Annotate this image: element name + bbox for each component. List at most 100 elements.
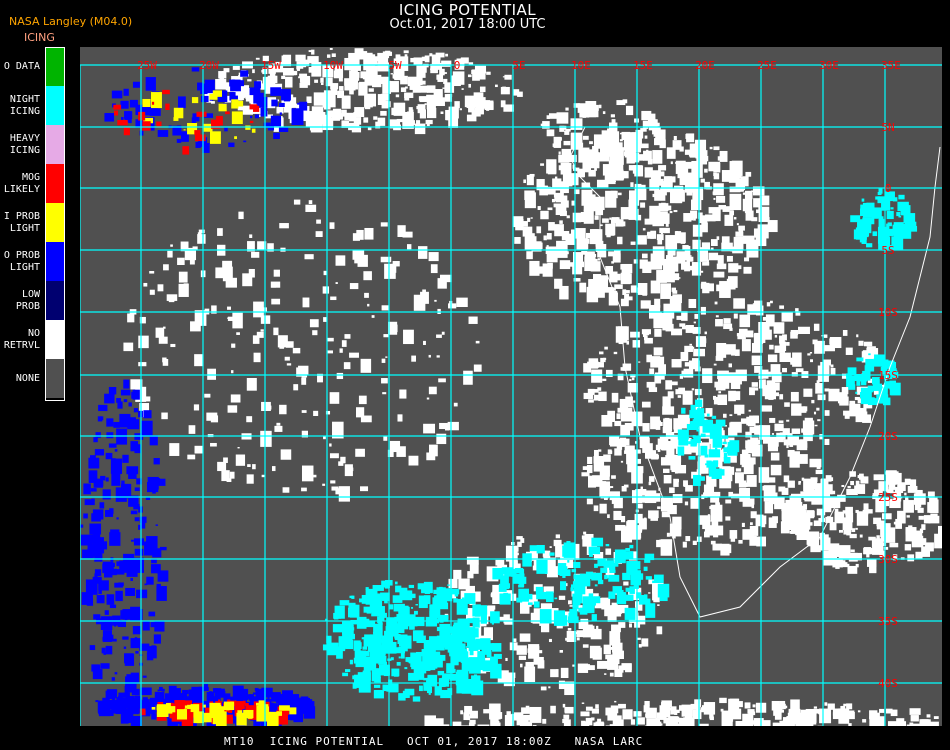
light-icing-region xyxy=(155,478,166,486)
cloud-region xyxy=(640,202,646,208)
night-icing-region xyxy=(366,610,372,614)
cloud-region xyxy=(308,200,313,205)
cloud-region xyxy=(730,708,742,720)
cloud-region xyxy=(375,121,381,129)
cloud-region xyxy=(566,251,569,255)
cloud-region xyxy=(632,132,639,137)
cloud-region xyxy=(538,269,544,274)
cloud-region xyxy=(130,379,143,390)
cloud-region xyxy=(495,559,505,566)
cloud-region xyxy=(572,264,583,275)
night-icing-region xyxy=(465,622,470,627)
legend-label-line: LIGHT xyxy=(9,222,40,234)
cloud-region xyxy=(163,326,166,329)
probable-light-icing-region xyxy=(151,92,162,109)
light-icing-region xyxy=(100,475,106,481)
cloud-region xyxy=(486,108,490,111)
cloud-region xyxy=(604,661,608,664)
light-icing-region xyxy=(132,389,140,400)
longitude-label: 15E xyxy=(633,59,653,72)
map-background xyxy=(80,47,944,726)
cloud-region xyxy=(543,586,554,593)
cloud-region xyxy=(771,364,775,367)
cloud-region xyxy=(180,241,189,252)
cloud-region xyxy=(485,606,495,617)
cloud-region xyxy=(733,313,738,319)
light-icing-region xyxy=(116,561,122,567)
cloud-region xyxy=(336,372,344,380)
cloud-region xyxy=(719,474,732,489)
cloud-region xyxy=(582,135,589,140)
probable-light-icing-region xyxy=(236,712,247,726)
cloud-region xyxy=(664,211,668,217)
night-icing-region xyxy=(702,419,714,433)
moderate-icing-region xyxy=(162,89,170,95)
cloud-region xyxy=(616,413,621,420)
cloud-region xyxy=(768,517,777,528)
light-icing-region xyxy=(134,517,140,522)
cloud-region xyxy=(611,475,616,479)
cloud-region xyxy=(630,331,640,338)
night-icing-region xyxy=(361,594,371,604)
cloud-region xyxy=(631,377,635,381)
night-icing-region xyxy=(341,621,354,635)
cloud-region xyxy=(527,648,532,653)
legend-item: O DATA xyxy=(0,47,66,86)
cloud-region xyxy=(717,255,724,264)
cloud-region xyxy=(821,370,829,377)
night-icing-region xyxy=(570,587,574,592)
cloud-region xyxy=(841,705,846,710)
cloud-region xyxy=(929,499,939,514)
cloud-region xyxy=(560,200,569,208)
cloud-region xyxy=(704,168,708,173)
cloud-region xyxy=(609,122,618,134)
light-icing-region xyxy=(110,458,123,474)
cloud-region xyxy=(847,565,858,574)
light-icing-region xyxy=(130,715,142,726)
cloud-region xyxy=(649,205,661,220)
cloud-region xyxy=(614,700,617,703)
light-icing-region xyxy=(128,402,132,407)
cloud-region xyxy=(670,434,679,446)
night-icing-region xyxy=(398,693,406,701)
light-icing-region xyxy=(87,548,97,557)
night-icing-region xyxy=(622,572,631,581)
light-icing-region xyxy=(131,561,135,565)
night-icing-region xyxy=(847,367,857,376)
cloud-region xyxy=(813,520,822,527)
light-icing-region xyxy=(279,696,292,712)
cloud-region xyxy=(644,700,650,706)
cloud-region xyxy=(704,181,710,190)
cloud-region xyxy=(582,624,593,638)
light-icing-region xyxy=(261,687,273,694)
cloud-region xyxy=(697,456,710,463)
cloud-region xyxy=(533,656,544,665)
cloud-region xyxy=(925,542,934,549)
cloud-region xyxy=(207,368,217,380)
night-icing-region xyxy=(621,551,634,560)
cloud-region xyxy=(786,342,790,346)
night-icing-region xyxy=(723,457,731,464)
cloud-region xyxy=(841,387,849,395)
cloud-region xyxy=(383,436,388,441)
cloud-region xyxy=(489,703,501,720)
cloud-region xyxy=(738,225,745,231)
cloud-region xyxy=(349,283,359,290)
cloud-region xyxy=(654,189,666,201)
light-icing-region xyxy=(151,558,157,564)
cloud-region xyxy=(635,144,642,153)
cloud-region xyxy=(547,207,553,211)
cloud-region xyxy=(614,668,623,677)
cloud-region xyxy=(654,262,660,268)
light-icing-region xyxy=(156,583,161,587)
cloud-region xyxy=(745,330,754,338)
night-icing-region xyxy=(867,397,875,403)
cloud-region xyxy=(674,479,679,483)
probable-light-icing-region xyxy=(258,703,264,711)
cloud-region xyxy=(360,358,372,373)
cloud-region xyxy=(222,266,233,282)
cloud-region xyxy=(382,392,387,395)
cloud-region xyxy=(757,347,760,352)
cloud-region xyxy=(696,157,700,162)
cloud-region xyxy=(778,420,784,424)
